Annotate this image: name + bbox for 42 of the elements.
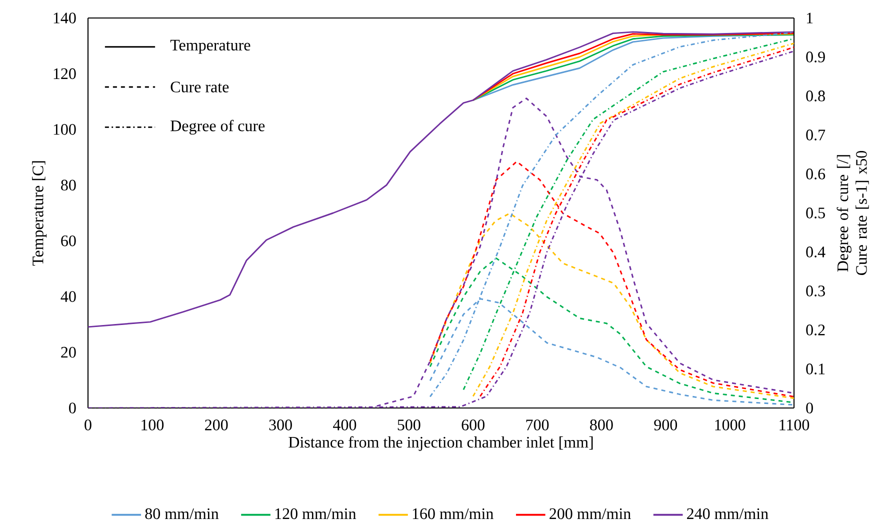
x-tick-label: 600 — [462, 420, 484, 430]
x-tick-label: 800 — [590, 420, 613, 430]
x-tick-label: 1000 — [715, 420, 746, 430]
x-tick-label: 300 — [269, 420, 292, 430]
x-tick-label: 400 — [333, 420, 356, 430]
y-tick-label: 140 — [54, 12, 76, 24]
y-tick-label: 80 — [61, 180, 76, 191]
x-tick-label: 500 — [398, 420, 420, 430]
legend-label: 200 mm/min — [550, 508, 631, 520]
x-tick-label: 700 — [526, 420, 549, 430]
y2-tick-label: 0.7 — [806, 130, 826, 140]
y2-tick-label: 0.3 — [806, 286, 825, 296]
legend-label: 240 mm/min — [687, 508, 768, 520]
annotation: Cure rate — [170, 82, 229, 92]
annotation: Temperature — [170, 40, 250, 54]
legend-label: 80 mm/min — [145, 508, 219, 520]
x-tick-label: 900 — [654, 420, 678, 430]
annotation: Degree of cure — [170, 120, 265, 135]
y2-tick-label: 0.9 — [806, 52, 825, 62]
y-tick-label: 40 — [60, 291, 76, 302]
y2-tick-label: 0.6 — [806, 168, 826, 180]
y-tick-label: 100 — [54, 124, 76, 135]
y-tick-label: 120 — [54, 68, 76, 80]
y2-tick-label: 0.5 — [806, 208, 825, 218]
legend-label: 120 mm/min — [275, 508, 356, 520]
y2-tick-label: 0 — [806, 402, 813, 414]
x-tick-label: 200 — [205, 420, 228, 430]
x-tick-label: 100 — [142, 420, 164, 430]
y2-tick-label: 0.4 — [806, 246, 826, 258]
y-axis-title: Temperature [C] — [32, 161, 47, 266]
x-tick-label: 0 — [84, 420, 92, 430]
y-tick-label: 0 — [69, 402, 76, 414]
y2-tick-label: 0.1 — [806, 364, 825, 374]
x-tick-label: 1100 — [780, 420, 810, 430]
y2-tick-label: 0.8 — [806, 90, 825, 102]
y2-tick-label: 1 — [806, 12, 813, 24]
y-tick-label: 20 — [61, 346, 76, 358]
x-axis-title: Distance from the injection chamber inlet [mm] — [288, 436, 593, 451]
y-tick-label: 60 — [61, 235, 76, 246]
legend-label: 160 mm/min — [412, 508, 494, 520]
y2-tick-label: 0.2 — [806, 324, 825, 336]
y2-axis-title: Degree of cure [/] Cure rate [s-1] x50 — [836, 150, 869, 275]
